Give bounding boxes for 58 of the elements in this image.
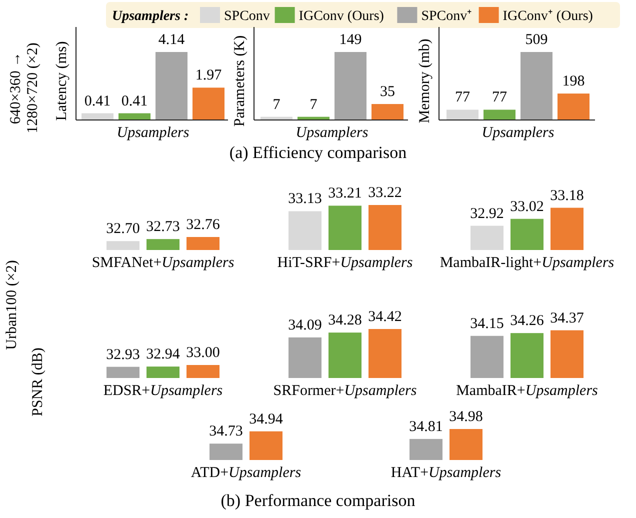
data-label: 33.21 — [328, 186, 362, 202]
data-label: 34.15 — [470, 316, 504, 332]
text: 640×360 → 1280×720 (×2) — [8, 42, 41, 134]
data-label: 33.00 — [186, 345, 220, 361]
x-axis-title: EDSR+Upsamplers — [103, 383, 223, 399]
data-label: 34.26 — [510, 313, 544, 330]
y-axis-title: Latency (ms) — [54, 41, 70, 121]
x-axis-title: SRFormer+Upsamplers — [273, 383, 417, 399]
data-label: 33.18 — [550, 188, 584, 204]
x-axis-title: HAT+Upsamplers — [390, 465, 502, 481]
data-label: 34.81 — [409, 418, 443, 435]
data-label: 32.70 — [106, 221, 140, 238]
legend-label: IGConv⁺ (Ours) — [502, 9, 594, 24]
x-axis-title: MambaIR-light+Upsamplers — [440, 255, 614, 271]
data-label: 32.92 — [470, 206, 504, 222]
text: Urban100 (×2) — [4, 260, 20, 350]
data-label: 509 — [525, 32, 548, 48]
data-label: 0.41 — [121, 93, 148, 110]
data-label: 34.94 — [249, 411, 284, 428]
x-axis-title: Upsamplers — [296, 125, 368, 141]
data-label: 0.41 — [84, 93, 111, 110]
data-label: 34.98 — [449, 409, 483, 425]
x-axis-title: ATD+Upsamplers — [190, 465, 302, 481]
text: (b) Performance comparison — [220, 491, 416, 510]
data-label: 33.22 — [368, 185, 402, 201]
data-label: 33.13 — [288, 191, 322, 208]
x-axis-title: Upsamplers — [482, 125, 554, 141]
data-label: 149 — [339, 32, 362, 48]
data-label: 7 — [272, 96, 281, 113]
data-label: 32.93 — [106, 346, 140, 363]
x-axis-title: SMFANet+Upsamplers — [92, 255, 234, 271]
data-label: 4.14 — [158, 32, 186, 48]
x-axis-title: Upsamplers — [116, 125, 190, 141]
text: (a) Efficiency comparison — [229, 143, 408, 162]
legend-label: SPConv — [224, 9, 270, 24]
data-label: 77 — [455, 90, 470, 106]
legend-title: Upsamplers : — [112, 9, 189, 24]
y-axis-title: PSNR (dB) — [30, 348, 46, 416]
x-axis-title: MambaIR+Upsamplers — [456, 383, 598, 399]
y-axis-title: Parameters (K) — [232, 35, 248, 127]
x-axis-title: HiT-SRF+Upsamplers — [277, 255, 413, 271]
data-label: 77 — [492, 90, 508, 106]
data-label: 34.73 — [209, 424, 243, 440]
data-label: 34.28 — [328, 312, 362, 329]
y-axis-title: Memory (mb) — [417, 38, 433, 124]
data-label: 34.09 — [288, 317, 322, 334]
data-label: 33.02 — [510, 198, 544, 215]
data-label: 35 — [380, 84, 395, 100]
legend-label: IGConv (Ours) — [298, 9, 384, 24]
data-label: 34.42 — [368, 309, 402, 325]
data-label: 32.73 — [146, 219, 180, 236]
data-label: 198 — [562, 74, 585, 90]
data-label: 32.94 — [146, 346, 180, 363]
data-label: 34.37 — [550, 310, 584, 326]
data-label: 7 — [310, 96, 318, 113]
data-label: 32.76 — [186, 217, 220, 233]
legend-label: SPConv⁺ — [421, 9, 472, 24]
data-label: 1.97 — [195, 68, 222, 84]
